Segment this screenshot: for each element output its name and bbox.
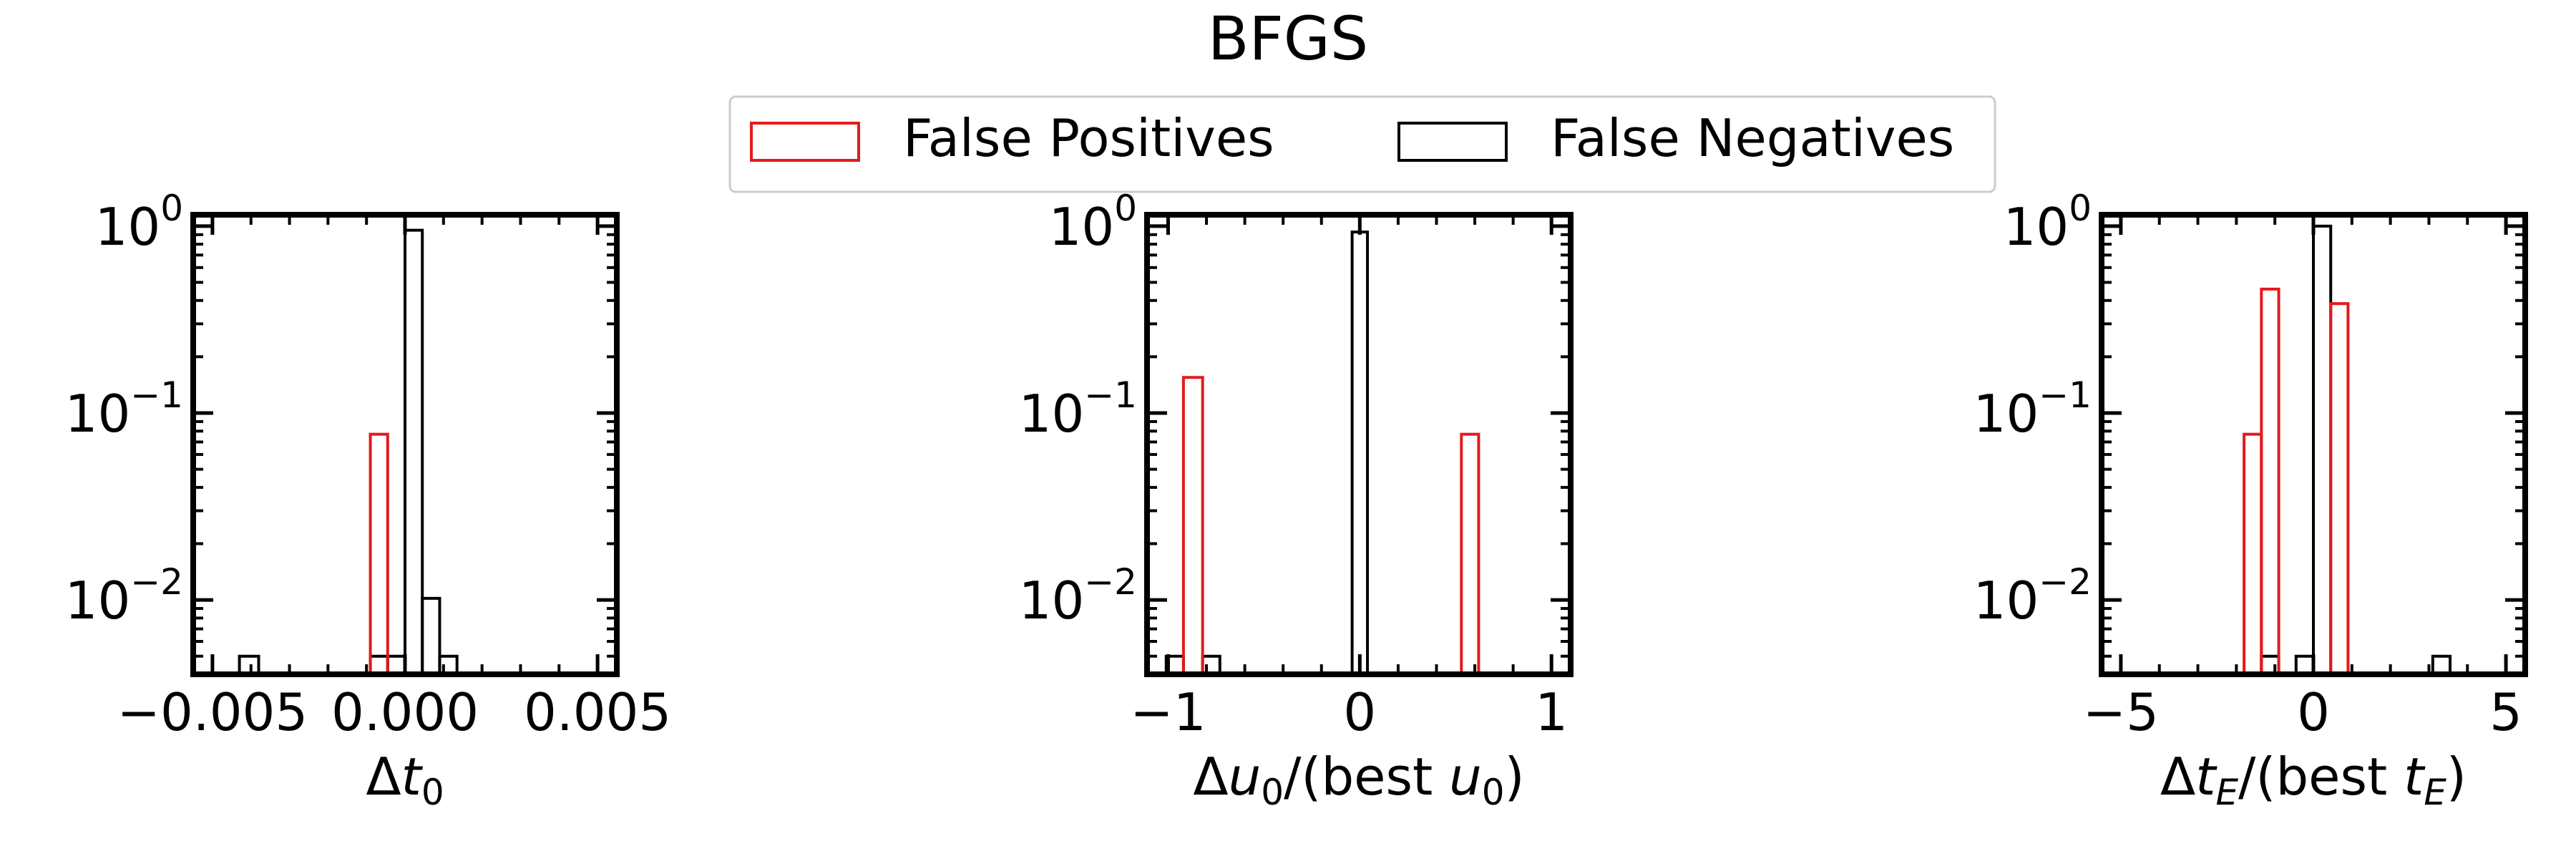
panel-3-x-tick-label: 0 [2297,682,2330,742]
y-tick-label-exponent: −1 [2039,374,2092,416]
panel-2-false-positives-bar-1 [1181,376,1204,674]
y-tick-label-base: 10 [65,384,131,444]
panel-3-x-tick-label: 5 [2489,682,2522,742]
y-tick-label-exponent: −2 [130,561,183,603]
y-tick-label-base: 10 [1019,384,1085,444]
x-label-delta: Δ [366,747,401,807]
panel-2-axes-frame [1144,212,1574,677]
panel-2-x-axis-label: Δu0/(best u0) [1193,747,1524,813]
panel-2-y-tick-label: 10−2 [1019,561,1137,631]
panel-2-y-tick-label: 10−1 [1019,374,1137,444]
y-tick-label-exponent: 0 [160,188,183,229]
legend-label-false-positives: False Positives [903,108,1274,168]
panel-3-false-negatives-bar-4 [2431,654,2452,674]
x-label-variable-2: u [1449,747,1482,807]
y-tick-label-base: 10 [2004,197,2069,257]
panel-1-y-tick-label: 10−2 [65,561,183,631]
y-tick-label-exponent: −1 [1084,374,1137,416]
panel-1-x-tick-label: 0.005 [524,682,671,742]
y-tick-label-exponent: −1 [130,374,183,416]
x-label-delta: Δ [2160,747,2195,807]
panel-2-false-positives-bar-2 [1460,432,1480,674]
x-label-variable: t [2195,747,2218,807]
legend: False Positives False Negatives [728,95,1996,193]
y-tick-label-exponent: 0 [2069,188,2092,229]
panel-1-false-negatives-bar-4 [404,228,424,674]
panel-1-false-negatives-bar-1 [238,654,260,674]
panel-1-y-tick-label: 10−1 [65,374,183,444]
legend-swatch-false-negatives [1397,122,1508,162]
panel-3-false-positives-bar-2 [2260,287,2280,674]
panel-2-x-tick-label: 0 [1343,682,1376,742]
x-label-variable: u [1229,747,1262,807]
panel-1-y-tick-label: 100 [95,188,183,257]
panel-1-x-tick-label: −0.005 [117,682,308,742]
chart-title: BFGS [1208,4,1368,74]
x-label-variable-2: t [2404,747,2426,807]
y-tick-label-base: 10 [1974,571,2039,631]
y-tick-label-base: 10 [1049,197,1115,257]
panel-3-axes-frame [2099,212,2528,677]
legend-frame [728,95,1996,193]
x-label-subscript: 0 [1261,772,1284,813]
panel-3-x-axis-label: ΔtE/(best tE) [2160,747,2467,813]
panel-3-false-negatives-bar-3 [2312,224,2333,674]
x-label-subscript-2: E [2424,772,2446,813]
panel-1-x-tick-label: 0.000 [331,682,479,742]
x-label-suffix: /(best [2238,747,2404,807]
panel-3-x-tick-label: −5 [2083,682,2159,742]
panel-2-y-tick-label: 100 [1049,188,1137,257]
x-label-subscript-2: 0 [1482,772,1505,813]
panel-3-y-tick-label: 100 [2004,188,2092,257]
panel-2-x-tick-label: −1 [1130,682,1206,742]
panel-2-false-negatives-bar-3 [1350,230,1370,674]
y-tick-label-base: 10 [1019,571,1085,631]
y-tick-label-exponent: 0 [1114,188,1137,229]
y-tick-label-base: 10 [95,197,161,257]
panel-1-false-negatives-bar-6 [438,654,459,674]
x-label-close-paren: ) [2446,747,2467,807]
x-label-close-paren: ) [1505,747,1525,807]
y-tick-label-exponent: −2 [1084,561,1137,603]
legend-swatch-false-positives [750,122,860,162]
panel-3-false-positives-bar-1 [2243,432,2263,674]
y-tick-label-exponent: −2 [2039,561,2092,603]
panel-1-false-positives-bar-1 [369,432,389,674]
y-tick-label-base: 10 [1974,384,2039,444]
x-label-suffix: /(best [1284,747,1449,807]
y-tick-label-base: 10 [65,571,131,631]
panel-2-x-tick-label: 1 [1535,682,1568,742]
legend-label-false-negatives: False Negatives [1551,108,1954,168]
panel-1-axes-frame [190,212,620,677]
panel-1-x-axis-label: Δt0 [366,747,444,813]
x-label-subscript: 0 [421,772,444,813]
x-label-variable: t [401,747,424,807]
panel-3-y-tick-label: 10−2 [1974,561,2092,631]
x-label-subscript: E [2216,772,2239,813]
x-label-delta: Δ [1193,747,1228,807]
panel-3-false-positives-bar-3 [2329,302,2350,674]
panel-1-false-negatives-bar-5 [421,596,441,674]
panel-3-y-tick-label: 10−1 [1974,374,2092,444]
